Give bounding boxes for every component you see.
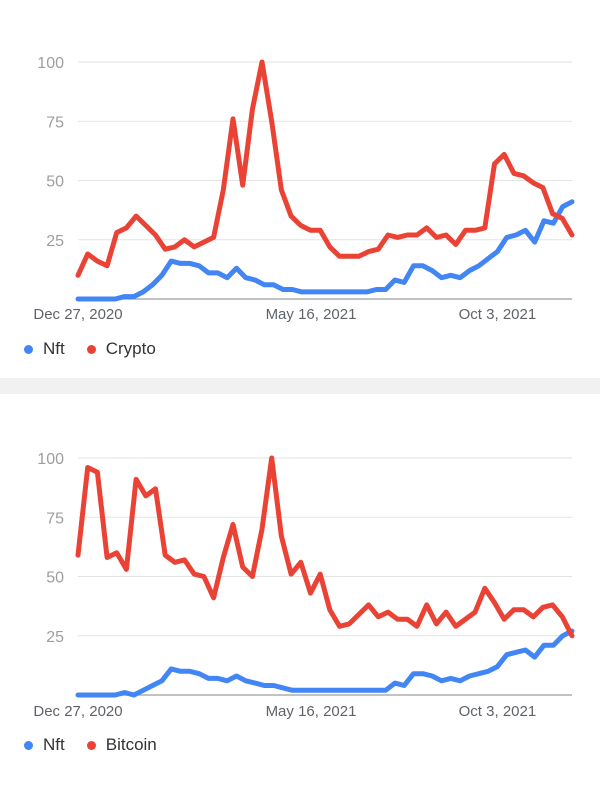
y-tick-label: 100 [37, 55, 64, 72]
legend-dot-1 [86, 740, 96, 750]
series-line-nft [75, 628, 575, 698]
chart-panel-nft-bitcoin: 25 50 75 100 Dec 27, 2020 May 16, 2021 Oct 3, … [0, 394, 600, 792]
y-tick-label: 75 [46, 510, 64, 527]
x-tick-label: Dec 27, 2020 [33, 306, 122, 323]
x-tick-label: Oct 3, 2021 [459, 306, 537, 323]
series-line-crypto [75, 59, 575, 278]
legend: Nft Crypto [24, 339, 170, 359]
legend-dot-1 [86, 344, 96, 354]
legend-dot-0 [24, 740, 33, 750]
y-tick-label: 25 [46, 629, 64, 646]
line-chart-nft-bitcoin: 25 50 75 100 Dec 27, 2020 May 16, 2021 Oct 3, … [33, 451, 575, 720]
x-tick-label: Oct 3, 2021 [459, 703, 537, 720]
chart-panel-nft-crypto: 25 50 75 100 Dec 27, 2020 May 16, 2021 Oct 3, … [0, 0, 600, 378]
panel-divider [0, 378, 600, 394]
y-tick-label: 75 [46, 114, 64, 131]
legend-item-1: Crypto [86, 339, 156, 359]
legend-item-0: Nft [24, 735, 65, 755]
y-tick-label: 50 [46, 570, 64, 587]
legend: Nft Bitcoin [24, 735, 171, 755]
y-tick-label: 100 [37, 451, 64, 468]
y-tick-label: 25 [46, 233, 64, 250]
legend-label-1: Crypto [105, 339, 156, 358]
x-tick-label: May 16, 2021 [266, 703, 357, 720]
legend-item-1: Bitcoin [86, 735, 157, 755]
legend-item-0: Nft [24, 339, 65, 359]
legend-label-1: Bitcoin [105, 735, 157, 754]
x-tick-label: May 16, 2021 [266, 306, 357, 323]
x-tick-label: Dec 27, 2020 [33, 703, 122, 720]
legend-label-0: Nft [43, 735, 65, 754]
series-line-nft [75, 199, 575, 302]
y-tick-label: 50 [46, 174, 64, 191]
series-line-bitcoin [75, 455, 575, 639]
line-chart-nft-crypto: 25 50 75 100 Dec 27, 2020 May 16, 2021 Oct 3, … [33, 55, 575, 323]
legend-label-0: Nft [43, 339, 65, 358]
legend-dot-0 [24, 344, 33, 354]
